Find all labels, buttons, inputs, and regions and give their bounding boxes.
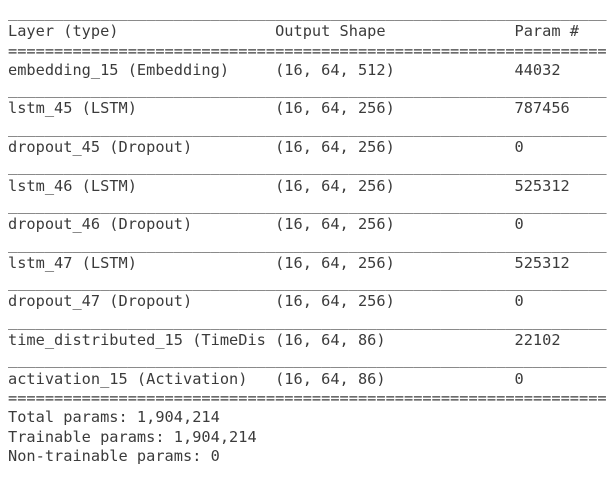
layer-output-shape: (16, 64, 86)	[275, 369, 386, 388]
separator-row: ________________________________________…	[8, 118, 607, 137]
layer-name: activation_15 (Activation)	[8, 369, 248, 388]
table-row: embedding_15 (Embedding) (16, 64, 512) 4…	[8, 61, 614, 80]
layer-param-count: 0	[514, 369, 524, 388]
layer-param-count: 525312	[514, 176, 570, 195]
separator-row: ________________________________________…	[8, 350, 607, 369]
layer-param-count: 44032	[514, 60, 561, 79]
layer-output-shape: (16, 64, 256)	[275, 215, 395, 234]
trainable-params: Trainable params: 1,904,214	[8, 427, 257, 446]
layer-output-shape: (16, 64, 256)	[275, 99, 395, 118]
table-row: dropout_45 (Dropout) (16, 64, 256) 0	[8, 138, 614, 157]
layer-output-shape: (16, 64, 256)	[275, 292, 395, 311]
blank-line	[8, 466, 614, 485]
layer-name: dropout_45 (Dropout)	[8, 138, 193, 157]
layer-param-count: 0	[514, 138, 524, 157]
layer-name: lstm_46 (LSTM)	[8, 176, 137, 195]
table-row: time_distributed_15 (TimeDis (16, 64, 86…	[8, 331, 614, 350]
layer-param-count: 525312	[514, 253, 570, 272]
layer-name: dropout_46 (Dropout)	[8, 215, 193, 234]
table-header: Layer (type) Output Shape Param #	[8, 22, 614, 41]
separator-row: ________________________________________…	[8, 195, 607, 214]
table-row: lstm_47 (LSTM) (16, 64, 256) 525312	[8, 254, 614, 273]
layer-name: dropout_47 (Dropout)	[8, 292, 193, 311]
separator-row: ________________________________________…	[8, 80, 607, 99]
table-row: dropout_46 (Dropout) (16, 64, 256) 0	[8, 215, 614, 234]
separator-row: ________________________________________…	[8, 234, 607, 253]
separator-row: ________________________________________…	[8, 157, 607, 176]
separator-row: ________________________________________…	[8, 273, 607, 292]
layer-param-count: 22102	[514, 331, 561, 350]
layer-output-shape: (16, 64, 512)	[275, 60, 395, 79]
non-trainable-params: Non-trainable params: 0	[8, 446, 220, 465]
layer-param-count: 787456	[514, 99, 570, 118]
layer-output-shape: (16, 64, 256)	[275, 176, 395, 195]
header-output-shape: Output Shape	[275, 22, 386, 41]
layer-name: embedding_15 (Embedding)	[8, 60, 230, 79]
header-layer-type: Layer (type)	[8, 22, 119, 41]
layer-output-shape: (16, 64, 256)	[275, 138, 395, 157]
separator-footer: ========================================…	[8, 388, 607, 407]
total-params: Total params: 1,904,214	[8, 408, 220, 427]
table-row: lstm_46 (LSTM) (16, 64, 256) 525312	[8, 177, 614, 196]
separator-header: ========================================…	[8, 41, 607, 60]
layer-param-count: 0	[514, 292, 524, 311]
layer-output-shape: (16, 64, 86)	[275, 331, 386, 350]
layer-name: lstm_47 (LSTM)	[8, 253, 137, 272]
separator-row: ________________________________________…	[8, 311, 607, 330]
table-row: dropout_47 (Dropout) (16, 64, 256) 0	[8, 292, 614, 311]
separator-top: ________________________________________…	[8, 3, 607, 21]
table-row: lstm_45 (LSTM) (16, 64, 256) 787456	[8, 99, 614, 118]
header-param-count: Param #	[514, 22, 579, 41]
table-row: activation_15 (Activation) (16, 64, 86) …	[8, 370, 614, 389]
layer-name: lstm_45 (LSTM)	[8, 99, 137, 118]
layer-name: time_distributed_15 (TimeDis	[8, 331, 266, 350]
layer-output-shape: (16, 64, 256)	[275, 253, 395, 272]
separator-bottom: ________________________________________…	[8, 485, 614, 494]
layer-param-count: 0	[514, 215, 524, 234]
